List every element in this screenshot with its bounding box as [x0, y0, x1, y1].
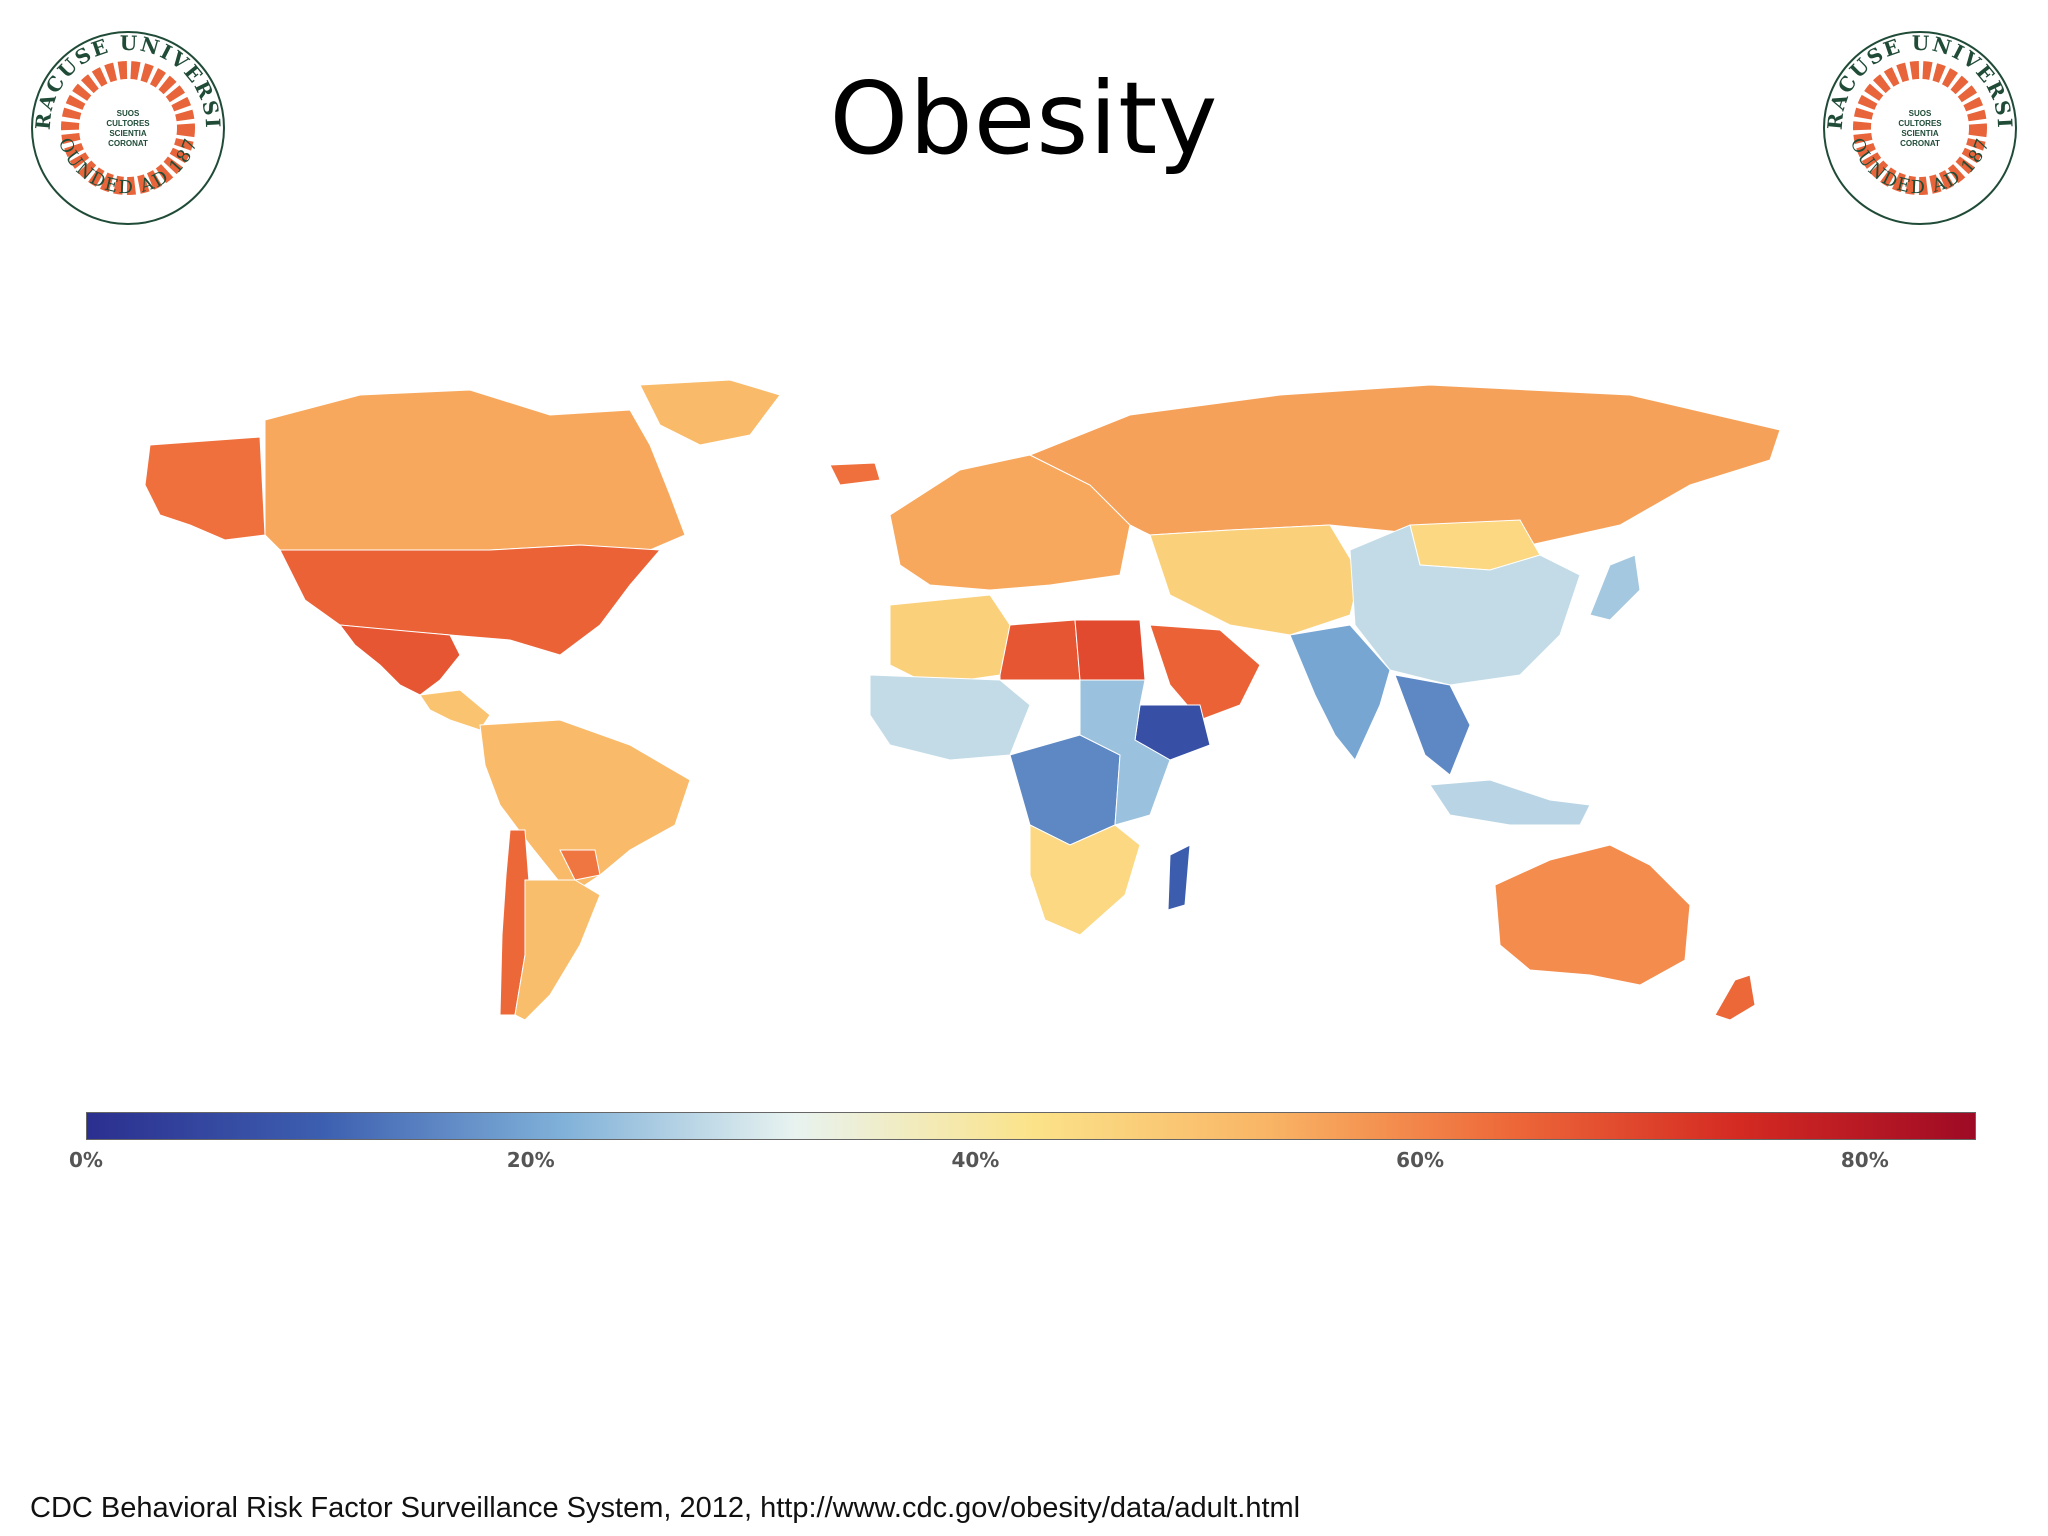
region-mexico: [338, 624, 461, 696]
svg-text:SUOS: SUOS: [117, 109, 140, 118]
svg-text:SUOS: SUOS: [1909, 109, 1932, 118]
region-southeast-asia: [1394, 674, 1471, 776]
region-madagascar: [1167, 844, 1191, 911]
region-argentina: [514, 879, 601, 1021]
svg-text:CORONAT: CORONAT: [1900, 139, 1940, 148]
world-choropleth-map: [130, 375, 1830, 1075]
region-alaska: [144, 436, 266, 541]
region-iceland: [829, 462, 881, 486]
region-north-africa-west: [889, 594, 1011, 686]
region-libya: [999, 619, 1081, 681]
region-united-states: [279, 544, 662, 656]
region-east-africa: [1079, 679, 1171, 826]
region-arabian-peninsula: [1149, 624, 1261, 721]
svg-text:CULTORES: CULTORES: [1898, 119, 1942, 128]
region-india: [1289, 624, 1391, 761]
region-canada: [264, 389, 686, 551]
syracuse-university-seal-left: SYRACUSE UNIVERSITY FOUNDED AD 1870 SUOS…: [28, 28, 228, 228]
region-paraguay: [559, 849, 601, 881]
svg-text:CULTORES: CULTORES: [106, 119, 150, 128]
tick-label-0: 0%: [69, 1148, 103, 1172]
region-egypt: [1074, 619, 1146, 681]
color-scale-legend: 0% 20% 40% 60% 80%: [69, 1108, 1976, 1188]
tick-label-40: 40%: [951, 1148, 1000, 1172]
source-citation: CDC Behavioral Risk Factor Surveillance …: [30, 1492, 1301, 1524]
svg-text:CORONAT: CORONAT: [108, 139, 148, 148]
region-greenland: [639, 379, 781, 446]
region-europe: [889, 454, 1131, 591]
region-central-africa: [1009, 734, 1121, 846]
region-indonesia: [1429, 779, 1591, 826]
svg-text:SCIENTIA: SCIENTIA: [109, 129, 147, 138]
region-west-africa: [869, 674, 1031, 761]
tick-label-20: 20%: [506, 1148, 555, 1172]
region-australia: [1494, 844, 1691, 986]
syracuse-university-seal-right: SYRACUSE UNIVERSITY FOUNDED AD 1870 SUOS…: [1820, 28, 2020, 228]
slide-title: Obesity: [829, 60, 1219, 177]
region-china: [1349, 524, 1581, 686]
region-russia: [1028, 384, 1781, 546]
region-new-zealand: [1714, 974, 1756, 1021]
region-south-america: [479, 719, 691, 896]
region-japan: [1589, 554, 1641, 621]
tick-label-60: 60%: [1396, 1148, 1445, 1172]
region-central-america: [419, 689, 491, 731]
region-central-asia: [1149, 524, 1361, 636]
color-scale-bar: [86, 1112, 1976, 1140]
region-southern-africa: [1029, 824, 1141, 936]
svg-text:SCIENTIA: SCIENTIA: [1901, 129, 1939, 138]
tick-label-80: 80%: [1840, 1148, 1889, 1172]
